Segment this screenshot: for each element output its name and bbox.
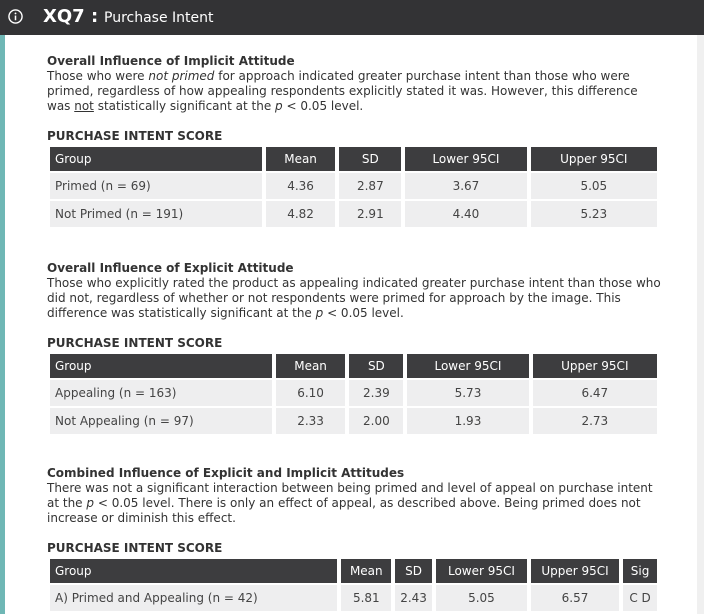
column-header: Group xyxy=(50,354,272,378)
text-run: not xyxy=(74,99,94,113)
left-edge xyxy=(0,35,5,614)
table-cell: Not Primed (n = 191) xyxy=(50,201,262,227)
text-run: p xyxy=(86,496,95,510)
table-cell: 4.36 xyxy=(265,173,336,199)
column-header: Group xyxy=(50,147,262,171)
table-cell: 2.87 xyxy=(339,173,402,199)
column-header: Lower 95CI xyxy=(435,559,527,583)
column-header: Mean xyxy=(341,559,392,583)
section: Overall Influence of Implicit Attitude Th… xyxy=(47,54,661,229)
section-title: Overall Influence of Explicit Attitude xyxy=(47,261,294,275)
column-header: SD xyxy=(395,559,432,583)
section: Combined Influence of Explicit and Impli… xyxy=(47,466,661,613)
column-header: Upper 95CI xyxy=(530,559,620,583)
table-row: Not Primed (n = 191) 4.82 2.91 4.40 5.23 xyxy=(50,201,657,227)
data-table: Group Mean SD Lower 95CI Upper 95CI Appealing… xyxy=(46,352,661,436)
data-table: Group Mean SD Lower 95CI Upper 95CI Sig A) Pri… xyxy=(46,557,661,613)
table-cell: Appealing (n = 163) xyxy=(50,380,272,406)
section-title: Overall Influence of Implicit Attitude xyxy=(47,54,295,68)
text-run: for approach indicated greater purchase … xyxy=(47,69,638,113)
table-cell: 4.82 xyxy=(265,201,336,227)
text-run: < 0.05 level. xyxy=(323,306,404,320)
table-row: Not Appealing (n = 97) 2.33 2.00 1.93 2.73 xyxy=(50,408,657,434)
text-run: < 0.05 level. There is only an effect of… xyxy=(47,496,641,525)
data-table: Group Mean SD Lower 95CI Upper 95CI Primed (n… xyxy=(46,145,661,229)
table-row: A) Primed and Appealing (n = 42) 5.81 2.43… xyxy=(50,585,657,611)
header-row: Group Mean SD Lower 95CI Upper 95CI Sig xyxy=(50,559,657,583)
table-cell: 1.93 xyxy=(407,408,529,434)
text-run: p xyxy=(275,99,283,113)
section: Overall Influence of Explicit Attitude Th… xyxy=(47,261,661,436)
column-header: Lower 95CI xyxy=(407,354,529,378)
text-run: p xyxy=(315,306,324,320)
table-cell: 5.81 xyxy=(341,585,392,611)
table-cell: 6.47 xyxy=(532,380,657,406)
table-label: PURCHASE INTENT SCORE xyxy=(47,541,223,555)
table-cell: Primed (n = 69) xyxy=(50,173,262,199)
table-cell: 5.73 xyxy=(407,380,529,406)
table-cell: C D xyxy=(623,585,657,611)
table-cell: 2.00 xyxy=(349,408,404,434)
text-run: statistically significant at the xyxy=(93,99,276,113)
section-text: Those who explicitly rated the product a… xyxy=(47,276,661,321)
question-code: XQ7 : xyxy=(43,6,99,27)
text-run: not primed xyxy=(148,69,215,83)
table-cell: 3.67 xyxy=(405,173,527,199)
table-cell: 2.91 xyxy=(339,201,402,227)
table-label: PURCHASE INTENT SCORE xyxy=(47,129,223,143)
text-run: Those who were xyxy=(47,69,149,83)
section-title: Combined Influence of Explicit and Impli… xyxy=(47,466,405,480)
info-icon[interactable] xyxy=(8,9,23,24)
header-bar: XQ7 : Purchase Intent xyxy=(0,0,704,35)
table-cell: A) Primed and Appealing (n = 42) xyxy=(50,585,338,611)
column-header: Mean xyxy=(265,147,336,171)
table-cell: 6.57 xyxy=(530,585,620,611)
column-header: Group xyxy=(50,559,338,583)
header-row: Group Mean SD Lower 95CI Upper 95CI xyxy=(50,354,657,378)
table-cell: 2.73 xyxy=(532,408,657,434)
table-cell: 5.05 xyxy=(435,585,527,611)
header-row: Group Mean SD Lower 95CI Upper 95CI xyxy=(50,147,657,171)
column-header: SD xyxy=(349,354,404,378)
text-run: Those who explicitly rated the product a… xyxy=(47,276,661,320)
table-cell: 5.23 xyxy=(530,201,657,227)
table-cell: 6.10 xyxy=(275,380,346,406)
table-row: Appealing (n = 163) 6.10 2.39 5.73 6.47 xyxy=(50,380,657,406)
section-text: There was not a significant interaction … xyxy=(47,481,661,526)
column-header: Upper 95CI xyxy=(532,354,657,378)
column-header: Mean xyxy=(275,354,346,378)
column-header: Upper 95CI xyxy=(530,147,657,171)
table-label: PURCHASE INTENT SCORE xyxy=(47,336,223,350)
question-title: Purchase Intent xyxy=(104,10,214,26)
table-row: Primed (n = 69) 4.36 2.87 3.67 5.05 xyxy=(50,173,657,199)
text-run: There was not a significant interaction … xyxy=(47,481,653,510)
column-header: SD xyxy=(339,147,402,171)
table-cell: Not Appealing (n = 97) xyxy=(50,408,272,434)
text-run: < 0.05 level. xyxy=(282,99,364,113)
scrollbar[interactable] xyxy=(697,35,704,614)
column-header: Lower 95CI xyxy=(405,147,527,171)
section-text: Those who were not primed for approach i… xyxy=(47,69,661,114)
table-cell: 2.43 xyxy=(395,585,432,611)
table-cell: 2.39 xyxy=(349,380,404,406)
table-cell: 4.40 xyxy=(405,201,527,227)
table-cell: 2.33 xyxy=(275,408,346,434)
table-cell: 5.05 xyxy=(530,173,657,199)
column-header: Sig xyxy=(623,559,657,583)
